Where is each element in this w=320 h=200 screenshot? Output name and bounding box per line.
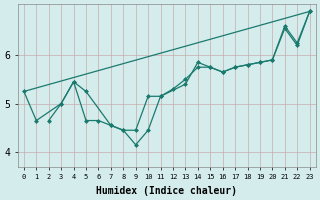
- X-axis label: Humidex (Indice chaleur): Humidex (Indice chaleur): [96, 186, 237, 196]
